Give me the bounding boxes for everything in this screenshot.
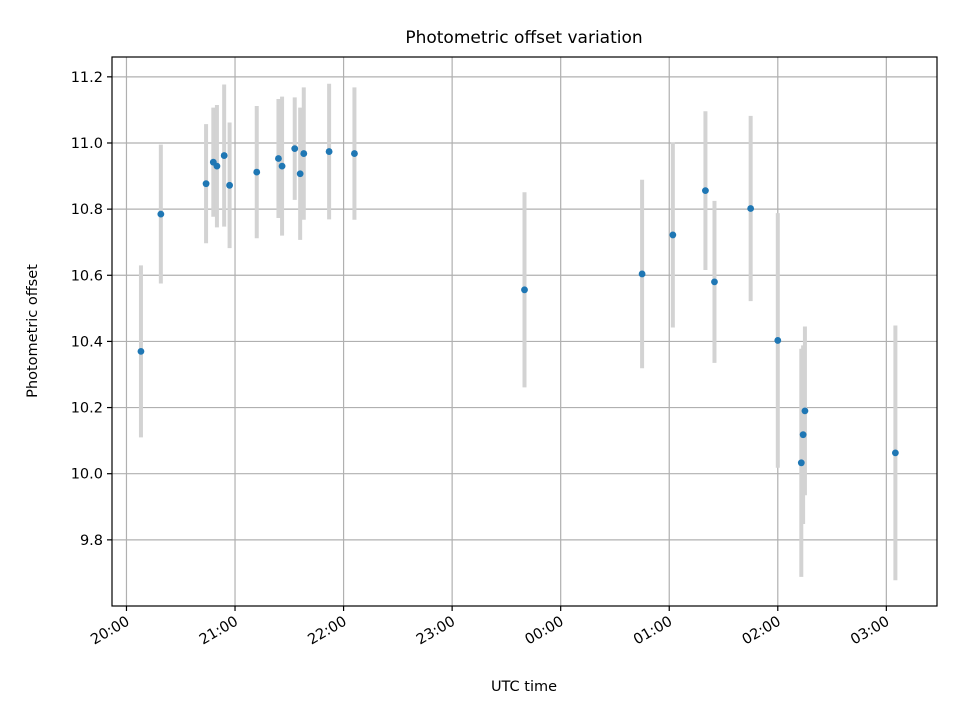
data-point (774, 337, 782, 344)
y-tick-label: 10.8 (71, 202, 103, 218)
data-point (351, 150, 358, 157)
data-point (669, 231, 677, 239)
data-point (521, 286, 528, 294)
y-tick-label: 11.2 (71, 70, 103, 86)
data-point (157, 210, 165, 218)
data-point (891, 449, 899, 457)
data-point (213, 162, 221, 170)
data-point (797, 459, 805, 467)
y-axis-title: Photometric offset (25, 264, 41, 398)
data-point (226, 181, 233, 189)
data-points (137, 145, 899, 467)
data-point (801, 407, 809, 415)
data-point (253, 168, 261, 176)
chart-title: Photometric offset variation (405, 28, 642, 48)
y-tick-label: 10.4 (71, 334, 103, 350)
y-tick-label: 10.6 (71, 268, 103, 284)
data-point (300, 150, 308, 157)
y-tick-label: 11.0 (71, 136, 103, 152)
data-point (137, 347, 145, 355)
y-tick-label: 10.2 (71, 401, 103, 417)
data-point (325, 148, 333, 155)
plot-frame (111, 56, 938, 607)
data-point (799, 431, 807, 439)
data-point (220, 152, 228, 159)
data-point (296, 170, 304, 178)
y-tick-label: 10.0 (71, 467, 103, 483)
data-point (638, 270, 646, 278)
x-axis-title: UTC time (491, 679, 557, 695)
y-tick-label: 9.8 (80, 533, 103, 549)
data-point (702, 187, 709, 195)
data-point (711, 278, 718, 286)
data-point (747, 205, 755, 212)
data-point (275, 155, 282, 162)
data-point (291, 145, 299, 153)
data-point (278, 162, 286, 170)
data-point (202, 180, 210, 188)
